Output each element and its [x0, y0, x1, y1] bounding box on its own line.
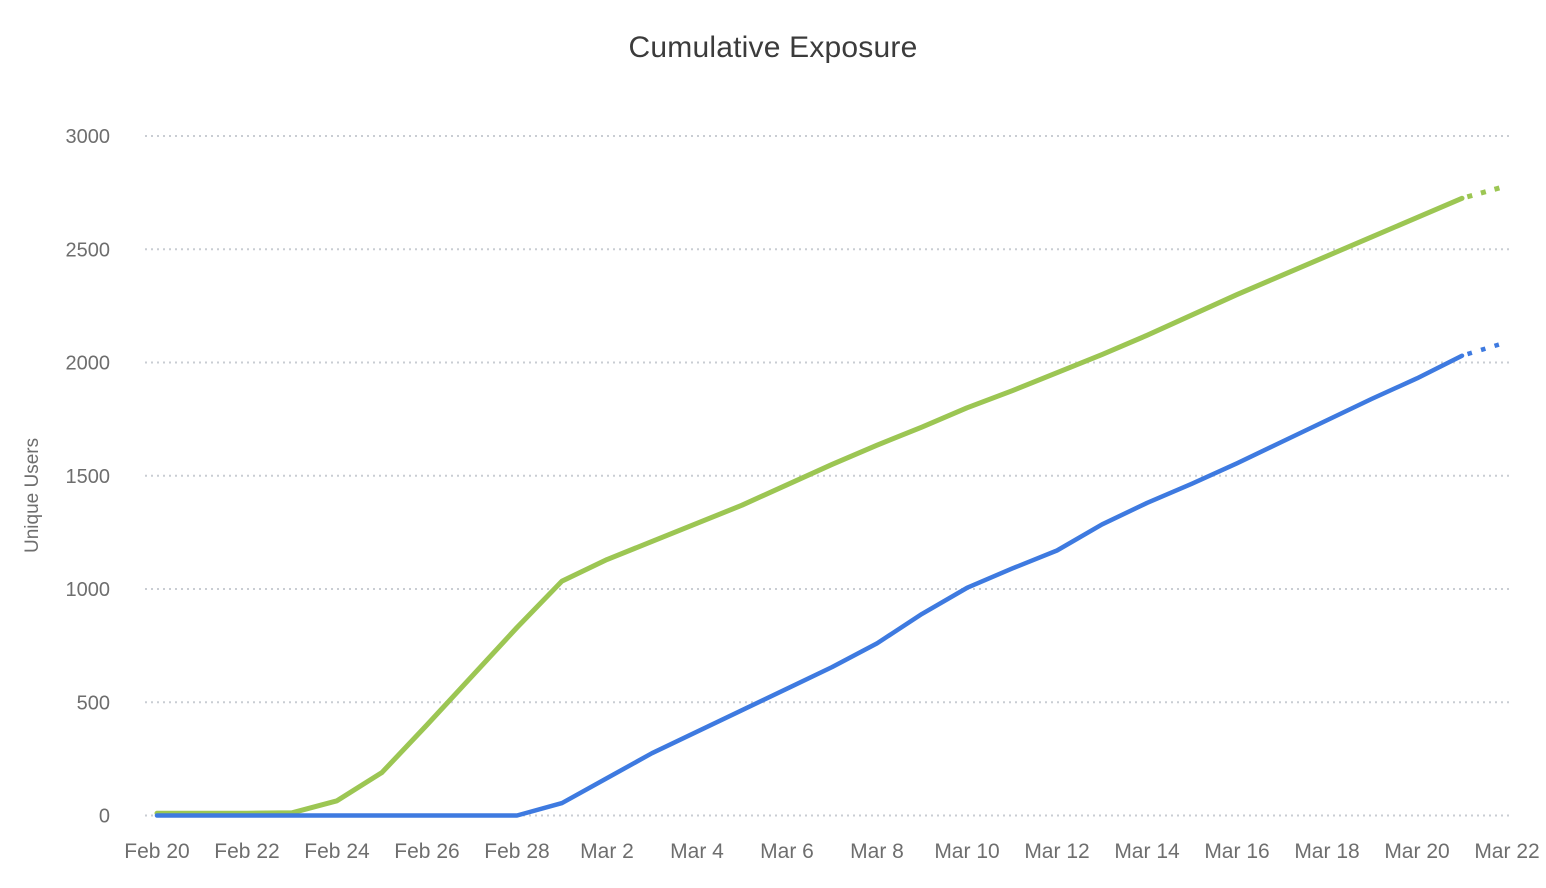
series-line-green — [154, 195, 1465, 816]
series-line-blue — [154, 353, 1465, 818]
x-tick-label: Feb 26 — [394, 840, 459, 863]
x-tick-label: Mar 2 — [580, 840, 634, 863]
y-tick-label: 500 — [77, 692, 110, 714]
x-tick-label: Feb 20 — [124, 840, 189, 863]
x-tick-label: Mar 22 — [1474, 840, 1539, 863]
x-tick-label: Mar 10 — [934, 840, 999, 863]
x-tick-label: Mar 16 — [1204, 840, 1269, 863]
y-tick-label: 1000 — [66, 579, 111, 601]
x-tick-label: Feb 22 — [214, 840, 279, 863]
x-tick-label: Mar 6 — [760, 840, 814, 863]
x-tick-label: Feb 28 — [484, 840, 549, 863]
y-tick-label: 2500 — [66, 239, 111, 261]
x-tick-label: Mar 12 — [1024, 840, 1089, 863]
series-projection-green — [1458, 182, 1511, 202]
x-tick-label: Mar 18 — [1294, 840, 1359, 863]
x-tick-label: Mar 4 — [670, 840, 724, 863]
y-tick-label: 3000 — [66, 126, 111, 148]
x-tick-label: Mar 20 — [1384, 840, 1449, 863]
x-tick-label: Feb 24 — [304, 840, 370, 863]
chart-title: Cumulative Exposure — [628, 31, 918, 64]
y-tick-label: 0 — [99, 806, 110, 828]
y-tick-label: 1500 — [66, 466, 111, 488]
series-projection-blue — [1459, 339, 1510, 359]
y-tick-label: 2000 — [66, 353, 111, 375]
x-tick-label: Mar 8 — [850, 840, 904, 863]
x-tick-label: Mar 14 — [1114, 840, 1180, 863]
